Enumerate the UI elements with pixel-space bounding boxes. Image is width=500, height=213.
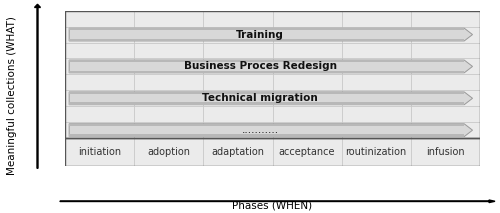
Text: acceptance: acceptance bbox=[279, 147, 336, 157]
Bar bbox=[69, 92, 464, 94]
FancyArrow shape bbox=[69, 92, 472, 105]
Bar bbox=[69, 134, 464, 137]
Bar bbox=[65, 138, 480, 166]
Text: Phases (WHEN): Phases (WHEN) bbox=[232, 201, 312, 211]
Bar bbox=[69, 71, 464, 73]
Text: Training: Training bbox=[236, 30, 284, 40]
Text: initiation: initiation bbox=[78, 147, 121, 157]
Text: ...........: ........... bbox=[242, 125, 279, 135]
FancyArrow shape bbox=[69, 60, 472, 73]
Bar bbox=[69, 102, 464, 105]
Bar bbox=[69, 39, 464, 41]
Text: routinization: routinization bbox=[346, 147, 407, 157]
Text: Business Proces Redesign: Business Proces Redesign bbox=[184, 61, 336, 71]
Text: adoption: adoption bbox=[147, 147, 190, 157]
Bar bbox=[69, 60, 464, 62]
Text: infusion: infusion bbox=[426, 147, 465, 157]
Text: Meaningful collections (WHAT): Meaningful collections (WHAT) bbox=[8, 16, 18, 175]
Text: Technical migration: Technical migration bbox=[202, 93, 318, 103]
Bar bbox=[69, 28, 464, 30]
Text: adaptation: adaptation bbox=[212, 147, 264, 157]
FancyArrow shape bbox=[69, 28, 472, 41]
FancyArrow shape bbox=[69, 124, 472, 137]
Bar bbox=[69, 124, 464, 126]
Bar bbox=[65, 11, 480, 138]
